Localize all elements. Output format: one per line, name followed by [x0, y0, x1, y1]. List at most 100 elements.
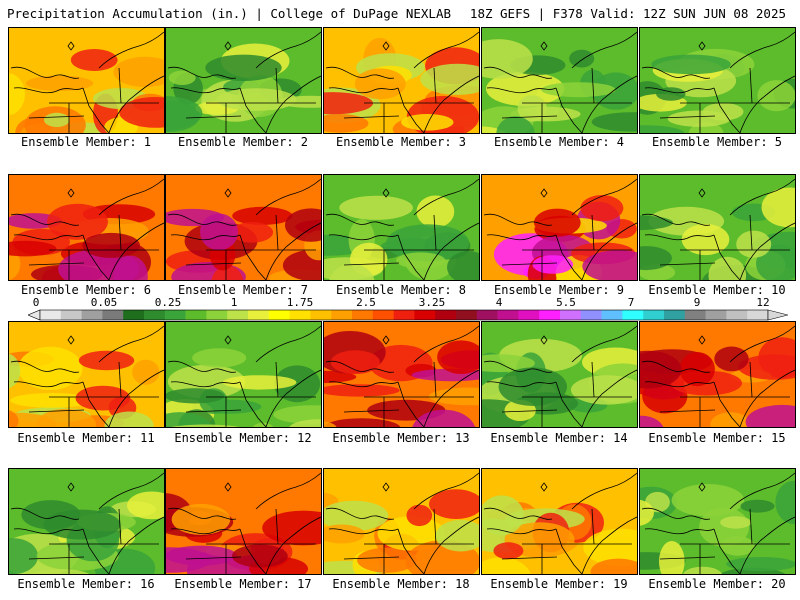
scale-tick-label: 12 [756, 296, 770, 309]
precip-contour [640, 125, 685, 133]
scale-tick-label: 0 [32, 296, 40, 309]
precip-contour [166, 96, 203, 130]
precip-contour [757, 80, 795, 112]
scale-swatch [393, 310, 415, 320]
map-boundary-line [275, 214, 279, 251]
ensemble-map-panel [639, 468, 796, 575]
map-boundary-line [28, 115, 85, 119]
map-boundary-line [82, 381, 110, 427]
map-boundary-line [13, 381, 84, 388]
member-label: Ensemble Member: 13 [332, 431, 470, 445]
precip-contour [9, 538, 38, 574]
precip-contour [43, 509, 121, 540]
precip-contour [223, 375, 297, 390]
map-boundary-line [413, 472, 479, 510]
map-boundary-line [483, 507, 553, 520]
scale-tick-label: 3.25 [418, 296, 446, 309]
map-boundary-line [739, 75, 795, 133]
precip-contour [324, 421, 337, 427]
precip-contour [429, 489, 479, 519]
station-marker-icon [67, 41, 75, 51]
scale-swatch [664, 310, 686, 320]
precip-contour [640, 246, 672, 271]
precip-contour [745, 404, 795, 427]
map-boundary-line [275, 361, 279, 398]
station-marker-icon [382, 188, 390, 198]
station-marker-icon [540, 41, 548, 51]
map-boundary-line [483, 213, 553, 226]
map-boundary-line [265, 75, 321, 133]
map-boundary-line [98, 472, 164, 510]
map-boundary-line [555, 381, 583, 427]
map-boundary-line [433, 508, 437, 545]
scale-tick-label: 0.25 [154, 296, 182, 309]
precip-contour [482, 39, 533, 79]
precip-contour [354, 68, 406, 100]
map-boundary-line [167, 66, 237, 79]
precip-contour [166, 388, 225, 404]
map-boundary-line [644, 381, 715, 388]
precip-contour [396, 252, 446, 269]
map-boundary-line [644, 234, 715, 241]
precip-contour [104, 411, 154, 427]
precip-contour [232, 206, 293, 225]
ensemble-map-panel [323, 27, 480, 134]
member-label: Ensemble Member: 5 [651, 135, 783, 149]
station-marker-icon [540, 188, 548, 198]
map-boundary-line [82, 528, 110, 574]
precip-contour [738, 354, 795, 380]
map-boundary-line [397, 234, 425, 280]
map-boundary-line [255, 178, 321, 216]
station-marker-icon [382, 482, 390, 492]
map-boundary-line [98, 325, 164, 363]
map-boundary-line [328, 381, 399, 388]
ensemble-map-panel [639, 174, 796, 281]
map-boundary-line [265, 222, 321, 280]
ensemble-map-panel [323, 321, 480, 428]
scale-tick-label: 1 [230, 296, 238, 309]
map-boundary-line [644, 528, 715, 535]
map-boundary-line [170, 234, 241, 241]
ensemble-map-panel [8, 174, 165, 281]
map-boundary-line [486, 381, 557, 388]
map-boundary-line [486, 234, 557, 241]
scale-swatch [705, 310, 727, 320]
precip-contour [679, 352, 715, 387]
map-boundary-line [239, 381, 267, 427]
scale-tick-label: 4 [495, 296, 503, 309]
ensemble-map-panel [165, 174, 322, 281]
precip-contour [200, 213, 238, 251]
map-boundary-line [729, 472, 795, 510]
member-label: Ensemble Member: 12 [174, 431, 312, 445]
station-marker-icon [67, 482, 75, 492]
precip-contour [740, 499, 775, 513]
scale-swatch [518, 310, 540, 320]
map-boundary-line [170, 528, 241, 535]
map-boundary-line [729, 178, 795, 216]
precip-contour [78, 350, 135, 371]
scale-swatch [372, 310, 394, 320]
scale-tick-label: 9 [693, 296, 701, 309]
map-boundary-line [325, 213, 395, 226]
map-boundary-line [265, 369, 321, 427]
map-boundary-line [239, 528, 267, 574]
precip-contour [329, 263, 375, 280]
map-boundary-line [397, 87, 425, 133]
map-boundary-line [713, 528, 741, 574]
map-boundary-line [185, 556, 242, 560]
map-boundary-line [170, 381, 241, 388]
map-boundary-line [118, 361, 122, 398]
map-boundary-line [641, 360, 711, 373]
ensemble-map-panel [639, 321, 796, 428]
map-boundary-line [581, 516, 637, 574]
precip-contour [496, 116, 535, 133]
scale-swatch [60, 310, 82, 320]
map-boundary-line [118, 214, 122, 251]
map-boundary-line [749, 67, 753, 104]
valid-time: 18Z GEFS | F378 Valid: 12Z SUN JUN 08 20… [469, 6, 786, 21]
map-boundary-line [343, 556, 400, 560]
map-boundary-line [108, 369, 164, 427]
map-boundary-line [483, 66, 553, 79]
scale-swatch [102, 310, 124, 320]
map-boundary-line [423, 369, 479, 427]
